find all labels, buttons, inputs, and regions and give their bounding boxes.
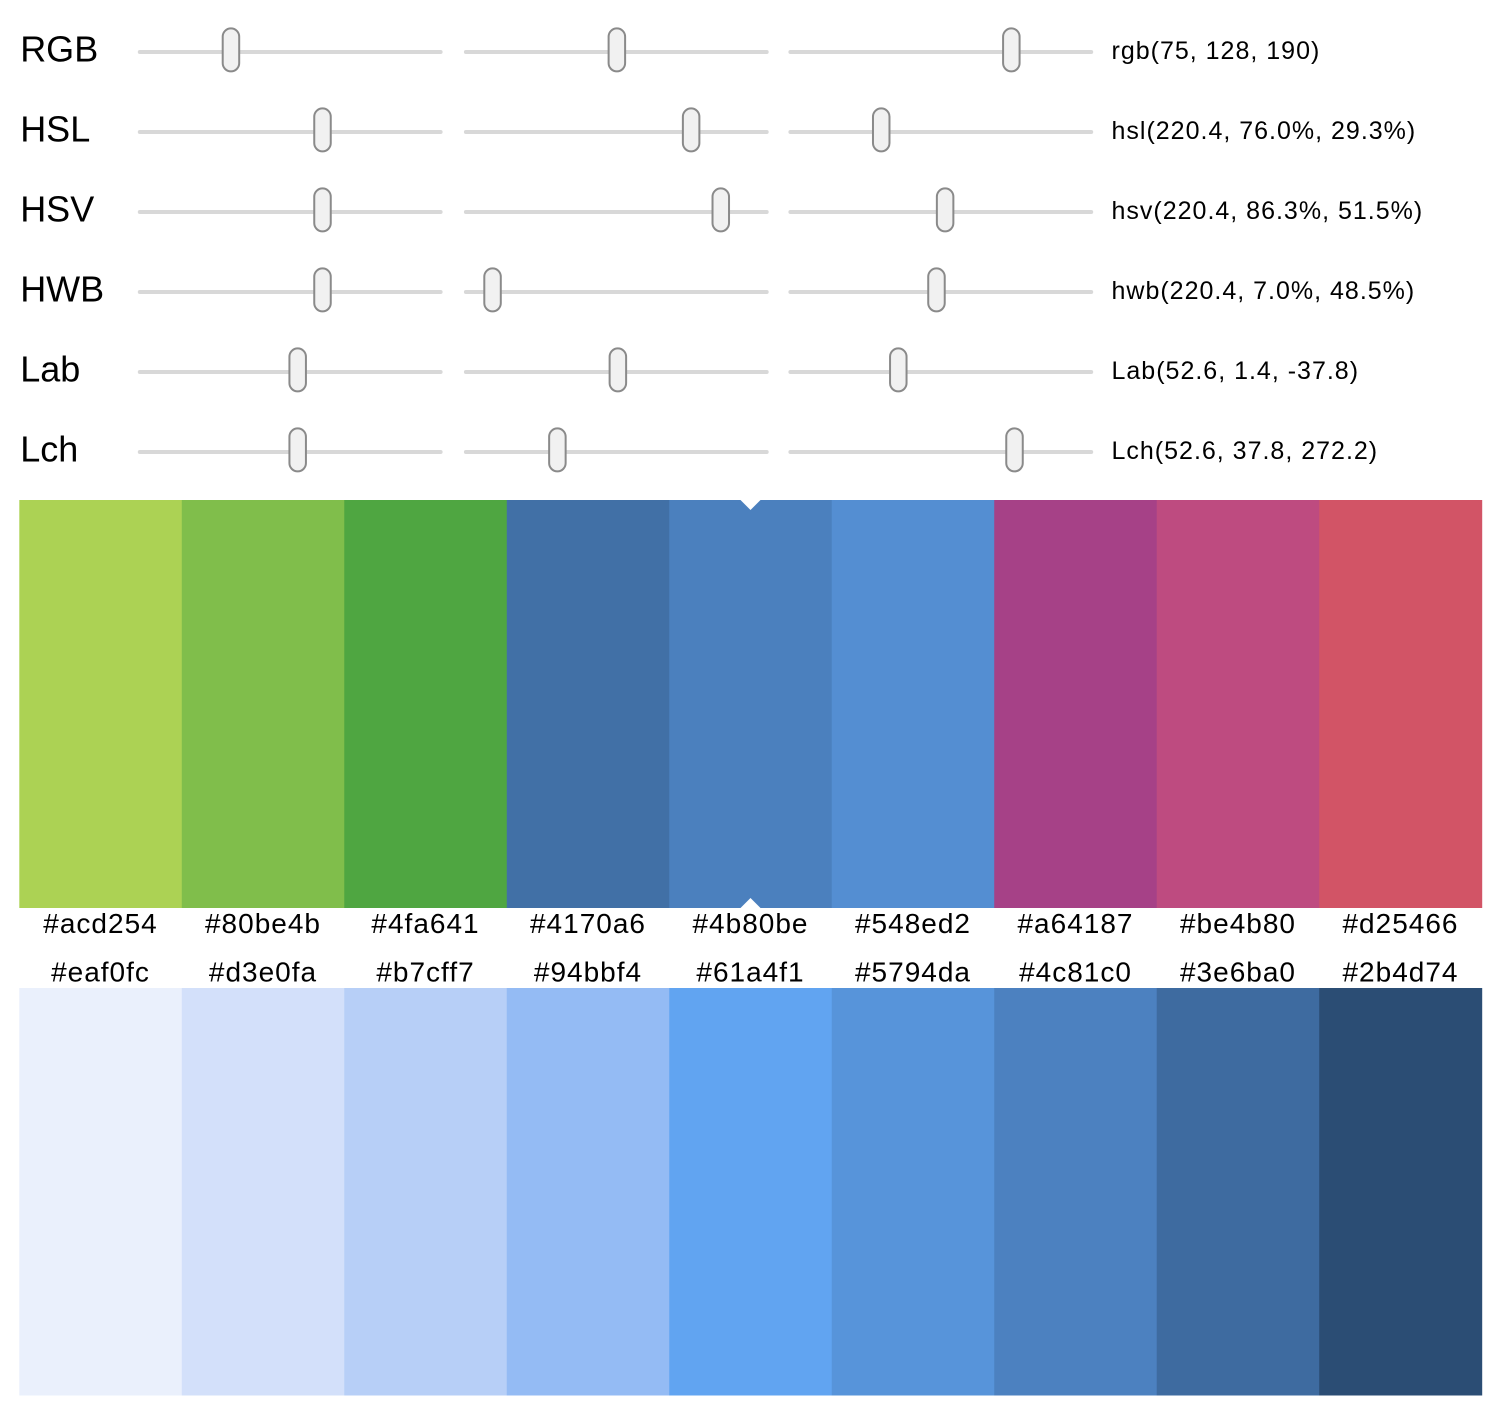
svg-text:#4170a6: #4170a6 [530, 908, 646, 939]
svg-text:#eaf0fc: #eaf0fc [51, 957, 150, 988]
svg-text:#d25466: #d25466 [1342, 908, 1458, 939]
svg-text:Lab(52.6, 1.4, -37.8): Lab(52.6, 1.4, -37.8) [1112, 357, 1360, 385]
svg-text:#d3e0fa: #d3e0fa [209, 957, 317, 988]
svg-text:hsl(220.4, 76.0%, 29.3%): hsl(220.4, 76.0%, 29.3%) [1112, 117, 1417, 145]
svg-text:Lch: Lch [20, 429, 78, 470]
svg-text:#4c81c0: #4c81c0 [1019, 957, 1132, 988]
svg-text:#548ed2: #548ed2 [855, 908, 971, 939]
svg-text:#be4b80: #be4b80 [1180, 908, 1296, 939]
svg-text:HWB: HWB [20, 269, 104, 310]
svg-text:RGB: RGB [20, 29, 98, 70]
svg-text:#3e6ba0: #3e6ba0 [1180, 957, 1296, 988]
svg-text:HSV: HSV [20, 189, 94, 230]
svg-text:#4fa641: #4fa641 [371, 908, 479, 939]
svg-text:#61a4f1: #61a4f1 [696, 957, 804, 988]
svg-text:HSL: HSL [20, 109, 90, 150]
svg-text:#b7cff7: #b7cff7 [376, 957, 474, 988]
svg-text:Lab: Lab [20, 349, 80, 390]
svg-text:hsv(220.4, 86.3%, 51.5%): hsv(220.4, 86.3%, 51.5%) [1112, 197, 1424, 225]
svg-text:#4b80be: #4b80be [692, 908, 808, 939]
svg-text:#acd254: #acd254 [43, 908, 157, 939]
svg-text:Lch(52.6, 37.8, 272.2): Lch(52.6, 37.8, 272.2) [1112, 437, 1379, 465]
svg-text:rgb(75, 128, 190): rgb(75, 128, 190) [1112, 37, 1321, 65]
svg-text:hwb(220.4, 7.0%, 48.5%): hwb(220.4, 7.0%, 48.5%) [1112, 277, 1416, 305]
svg-text:#2b4d74: #2b4d74 [1342, 957, 1458, 988]
svg-text:#5794da: #5794da [855, 957, 971, 988]
svg-text:#94bbf4: #94bbf4 [534, 957, 642, 988]
svg-text:#a64187: #a64187 [1017, 908, 1133, 939]
svg-text:#80be4b: #80be4b [205, 908, 321, 939]
